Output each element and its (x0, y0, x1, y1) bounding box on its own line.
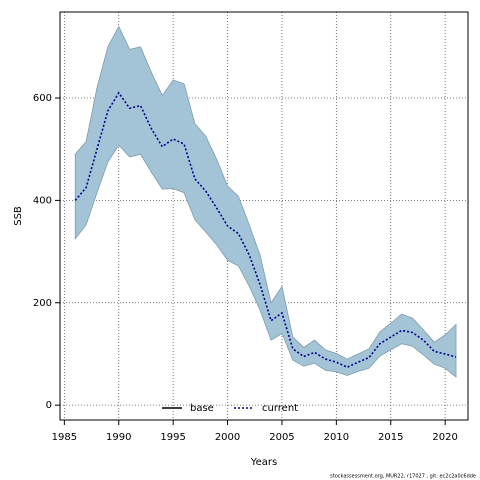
y-tick-label: 400 (33, 195, 52, 206)
x-tick-label: 1990 (106, 432, 131, 443)
y-tick-label: 0 (46, 400, 52, 411)
footer: stockassessment.org, MUR22, r17027 , git… (330, 474, 476, 480)
x-tick-label: 1995 (160, 432, 185, 443)
x-tick-label: 2010 (324, 432, 349, 443)
x-tick-label: 2000 (215, 432, 240, 443)
x-tick-label: 2015 (378, 432, 403, 443)
x-tick-label: 2020 (432, 432, 457, 443)
x-axis-label: Years (250, 457, 277, 468)
y-axis-label: SSB (13, 206, 24, 226)
series-line (74, 91, 457, 369)
y-tick-label: 200 (33, 298, 52, 309)
plot-frame (59, 11, 469, 421)
x-tick-label: 1985 (52, 432, 77, 443)
x-tick-label: 2005 (269, 432, 294, 443)
legend-label: current (262, 403, 298, 414)
legend-label: base (190, 403, 214, 414)
confidence-band (74, 25, 457, 378)
y-tick-label: 600 (33, 93, 52, 104)
